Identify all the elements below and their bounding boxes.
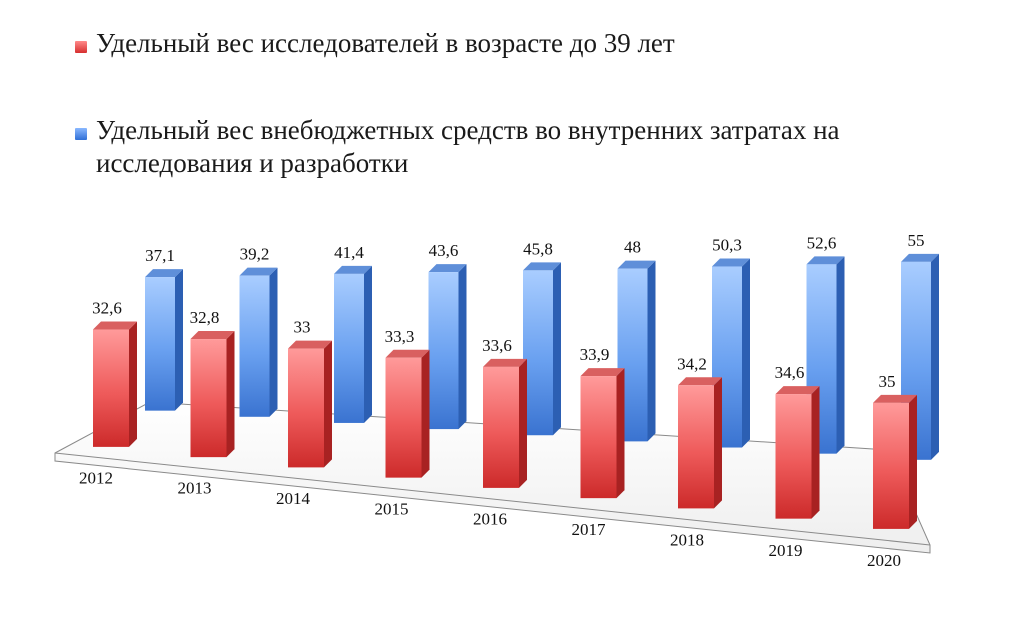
bar-red-2014-top (288, 340, 332, 349)
value-label-red-2017: 33,9 (580, 345, 610, 364)
value-label-blue-2016: 45,8 (523, 239, 553, 258)
value-label-red-2020: 35 (879, 372, 896, 391)
bar-blue-2020-top (901, 253, 939, 262)
value-label-red-2012: 32,6 (92, 299, 122, 318)
value-label-blue-2020: 55 (908, 231, 925, 250)
bar-red-2018-top (678, 377, 722, 386)
bar-red-2019-side (811, 386, 820, 519)
category-label-2017: 2017 (572, 520, 607, 539)
bar-red-2020 (873, 402, 909, 529)
value-label-red-2019: 34,6 (775, 363, 805, 382)
bar-blue-2013-top (239, 267, 278, 276)
bar-blue-2015-side (458, 264, 467, 430)
bar-red-2012 (93, 329, 129, 447)
bar-red-2017 (580, 376, 617, 499)
category-label-2019: 2019 (769, 541, 803, 560)
category-label-2020: 2020 (867, 551, 901, 570)
bar-red-2015 (385, 357, 422, 478)
value-label-red-2016: 33,6 (482, 336, 512, 355)
bar-red-2013-side (226, 331, 235, 458)
value-label-blue-2015: 43,6 (429, 241, 459, 260)
bar-blue-2018-top (712, 258, 750, 267)
value-label-blue-2013: 39,2 (240, 245, 270, 264)
value-label-red-2018: 34,2 (677, 354, 707, 373)
bar-red-2017-side (616, 368, 625, 499)
bar-red-2014 (288, 348, 324, 468)
bar-red-2016 (483, 366, 519, 488)
legend-item-extrabudget: Удельный вес внебюджетных средств во вну… (75, 114, 976, 180)
bar-blue-2014-top (334, 265, 372, 274)
legend-swatch-red (75, 41, 87, 53)
legend: Удельный вес исследователей в возрасте д… (0, 0, 1009, 200)
bar-blue-2013 (239, 275, 270, 417)
category-label-2015: 2015 (375, 499, 409, 518)
bar-red-2018 (678, 385, 714, 509)
category-label-2018: 2018 (670, 530, 704, 549)
value-label-red-2013: 32,8 (190, 308, 220, 327)
plot-area: 37,1 39,2 41,4 43,6 45,8 48 50,3 52,6 55 32,6 32,8… (54, 231, 939, 570)
bar-red-2019-top (775, 386, 820, 395)
value-label-red-2014: 33 (294, 318, 311, 337)
legend-label-extrabudget: Удельный вес внебюджетных средств во вну… (96, 115, 840, 178)
legend-label-researchers: Удельный вес исследователей в возрасте д… (96, 28, 675, 58)
legend-item-researchers: Удельный вес исследователей в возрасте д… (75, 27, 976, 60)
category-label-2016: 2016 (473, 510, 507, 529)
bar-red-2015-top (385, 349, 430, 358)
bar-red-2016-top (483, 358, 527, 367)
bar-red-2013 (190, 339, 227, 458)
bar-blue-2014 (334, 273, 364, 423)
bar-blue-2019-side (836, 256, 845, 454)
value-label-red-2015: 33,3 (385, 327, 415, 346)
bar-blue-2016 (523, 270, 553, 436)
value-label-blue-2012: 37,1 (145, 246, 175, 265)
bar-blue-2012 (145, 277, 175, 411)
bar-red-2014-side (324, 340, 332, 468)
bar-blue-2018-side (742, 258, 750, 448)
value-label-blue-2017: 48 (624, 238, 641, 257)
bar-red-2016-side (519, 358, 527, 488)
floor-front-edge (54, 452, 931, 546)
bar-red-2012-top (93, 321, 137, 330)
bar-red-2019 (775, 394, 812, 519)
bar-blue-2012-top (145, 269, 183, 278)
bar-red-2020-side (909, 394, 917, 529)
bar-blue-2017-side (647, 260, 656, 442)
bar-red-2018-side (714, 377, 722, 509)
bar-blue-2015-top (428, 264, 467, 273)
bar-red-2020-top (873, 394, 917, 403)
category-label-2013: 2013 (178, 479, 212, 498)
value-label-blue-2014: 41,4 (334, 243, 364, 262)
bar-blue-2020-side (931, 253, 939, 460)
legend-swatch-blue (75, 128, 87, 140)
bar-blue-2016-top (523, 262, 561, 271)
bar-blue-2012-side (175, 269, 183, 411)
bar-blue-2017-top (617, 260, 656, 269)
bar-blue-2019-top (806, 256, 845, 265)
bar-blue-2013-side (269, 267, 278, 417)
value-label-blue-2018: 50,3 (712, 235, 742, 254)
bar-red-2013-top (190, 331, 235, 340)
bar-red-2015-side (421, 349, 430, 478)
value-label-blue-2019: 52,6 (807, 233, 837, 252)
bar-blue-2014-side (364, 265, 372, 423)
category-label-2012: 2012 (79, 468, 113, 487)
bar-red-2017-top (580, 368, 625, 377)
bar-red-2012-side (129, 321, 137, 447)
category-label-2014: 2014 (276, 489, 311, 508)
bar-blue-2015 (428, 272, 459, 430)
bar-blue-2016-side (553, 262, 561, 436)
